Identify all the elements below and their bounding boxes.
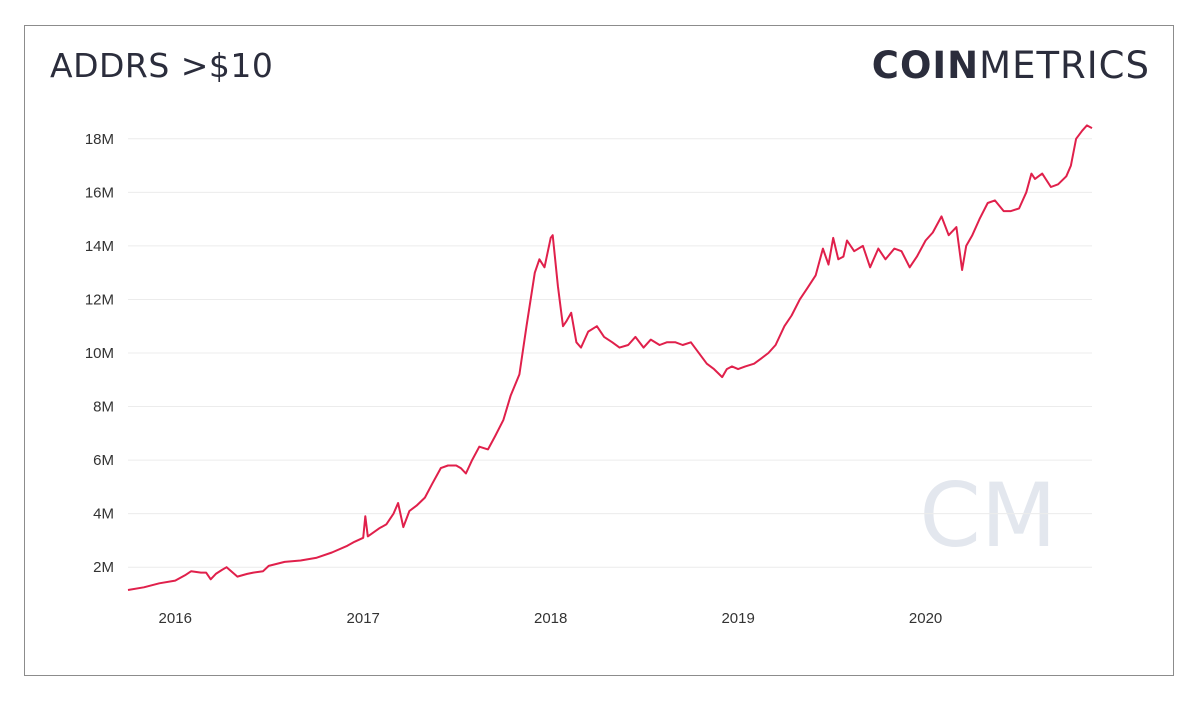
y-tick-label: 6M	[93, 452, 114, 469]
x-tick-label: 2020	[909, 610, 942, 627]
gridlines	[128, 138, 1092, 568]
cm-watermark-icon: CM	[919, 464, 1056, 567]
x-tick-label: 2016	[159, 610, 192, 627]
y-tick-label: 14M	[85, 238, 114, 255]
x-tick-label: 2019	[721, 610, 754, 627]
y-tick-label: 4M	[93, 506, 114, 523]
chart-title: ADDRS >$10	[50, 46, 274, 85]
series-line	[127, 124, 1093, 591]
y-tick-label: 16M	[85, 184, 114, 201]
y-axis-ticks: 2M 4M 6M 8M 10M 12M 14M 16M 18M	[85, 131, 114, 576]
watermark-text: CM	[919, 464, 1056, 567]
logo-light-text: METRICS	[979, 44, 1150, 87]
y-tick-label: 2M	[93, 559, 114, 576]
x-axis-ticks: 2016 2017 2018 2019 2020	[159, 610, 943, 627]
brand-logo: COINMETRICS	[872, 44, 1150, 87]
x-tick-label: 2018	[534, 610, 567, 627]
logo-bold-text: COIN	[871, 44, 980, 87]
y-tick-label: 18M	[85, 131, 114, 148]
y-tick-label: 10M	[85, 345, 114, 362]
series-group	[127, 124, 1093, 591]
x-tick-label: 2017	[347, 610, 380, 627]
y-tick-label: 8M	[93, 399, 114, 416]
y-tick-label: 12M	[85, 291, 114, 308]
